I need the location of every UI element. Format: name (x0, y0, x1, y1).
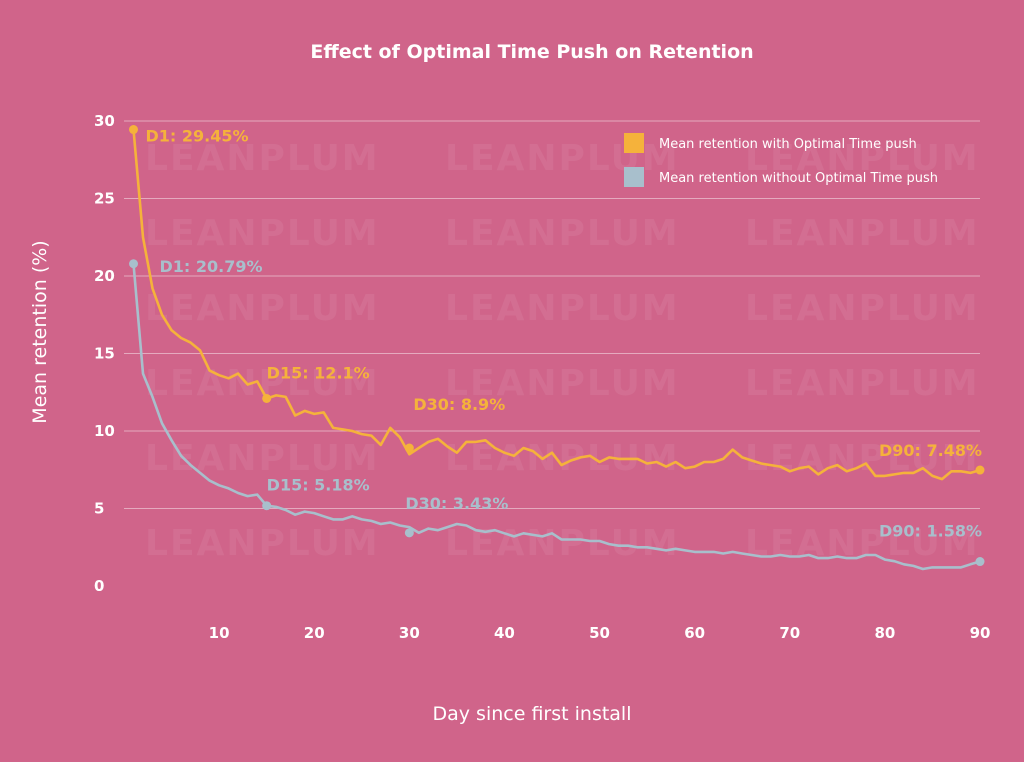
data-point-marker (262, 393, 272, 403)
data-label: D90: 1.58% (879, 522, 982, 541)
data-label: D1: 20.79% (160, 257, 263, 276)
watermark-text: LEANPLUM (145, 363, 380, 404)
data-point-marker (129, 259, 139, 269)
x-tick-label: 50 (589, 624, 610, 642)
watermark-text: LEANPLUM (145, 523, 380, 564)
data-label: D30: 3.43% (405, 494, 508, 513)
legend-label-with-push: Mean retention with Optimal Time push (659, 137, 917, 152)
x-tick-label: 40 (494, 624, 515, 642)
x-tick-label: 20 (304, 624, 325, 642)
y-tick-label: 5 (94, 500, 104, 518)
x-tick-label: 10 (209, 624, 230, 642)
watermark-text: LEANPLUM (745, 213, 980, 254)
watermark-layer: LEANPLUM LEANPLUM LEANPLUM LEANPLUM LEANPLUM… (145, 138, 980, 564)
data-label: D90: 7.48% (879, 441, 982, 460)
data-label: D30: 8.9% (413, 395, 505, 414)
data-label: D15: 5.18% (267, 476, 370, 495)
y-tick-label: 20 (94, 267, 115, 285)
y-tick-label: 25 (94, 190, 115, 208)
watermark-text: LEANPLUM (745, 363, 980, 404)
watermark-text: LEANPLUM (445, 138, 680, 179)
data-point-marker (404, 528, 414, 538)
y-tick-label: 10 (94, 422, 115, 440)
x-tick-label: 70 (779, 624, 800, 642)
watermark-text: LEANPLUM (445, 288, 680, 329)
legend-label-without-push: Mean retention without Optimal Time push (659, 171, 938, 186)
watermark-text: LEANPLUM (445, 523, 680, 564)
watermark-text: LEANPLUM (145, 438, 380, 479)
data-point-marker (404, 443, 414, 453)
annotation-layer: D1: 29.45% D15: 12.1% D30: 8.9% D90: 7.48% D… (129, 125, 985, 567)
x-tick-label: 90 (970, 624, 991, 642)
watermark-text: LEANPLUM (145, 138, 380, 179)
x-axis-title: Day since first install (433, 703, 632, 725)
y-axis-title: Mean retention (%) (29, 240, 51, 423)
legend: Mean retention with Optimal Time push Me… (624, 133, 938, 187)
chart-title: Effect of Optimal Time Push on Retention (310, 41, 753, 63)
x-tick-label: 60 (684, 624, 705, 642)
watermark-text: LEANPLUM (145, 288, 380, 329)
x-axis-ticks: 10 20 30 40 50 60 70 80 90 (209, 624, 991, 642)
data-point-marker (262, 501, 272, 511)
data-point-marker (975, 465, 985, 475)
watermark-text: LEANPLUM (745, 438, 980, 479)
x-tick-label: 80 (874, 624, 895, 642)
y-tick-label: 15 (94, 345, 115, 363)
y-axis-ticks: 0 5 10 15 20 25 30 (94, 112, 115, 595)
y-tick-label: 0 (94, 577, 104, 595)
legend-swatch-with-push (624, 133, 644, 153)
x-tick-label: 30 (399, 624, 420, 642)
watermark-text: LEANPLUM (745, 288, 980, 329)
legend-swatch-without-push (624, 167, 644, 187)
series-layer (132, 128, 982, 571)
series-line-without-push (132, 262, 982, 571)
data-label: D1: 29.45% (146, 127, 249, 146)
watermark-text: LEANPLUM (745, 138, 980, 179)
watermark-text: LEANPLUM (145, 213, 380, 254)
data-label: D15: 12.1% (267, 363, 370, 382)
data-point-marker (129, 125, 139, 135)
data-point-marker (975, 557, 985, 567)
watermark-text: LEANPLUM (445, 363, 680, 404)
y-tick-label: 30 (94, 112, 115, 130)
watermark-text: LEANPLUM (445, 213, 680, 254)
watermark-text: LEANPLUM (445, 438, 680, 479)
series-line-with-push (132, 128, 982, 481)
